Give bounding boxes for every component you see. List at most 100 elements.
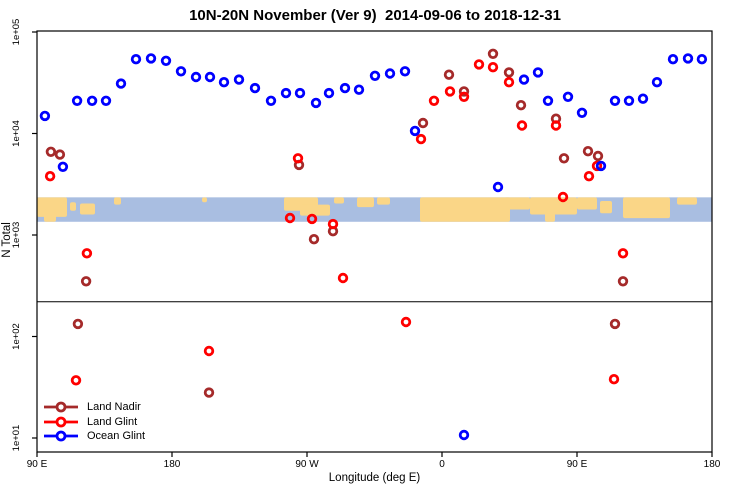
- x-tick-label: 90 W: [295, 459, 319, 470]
- data-point-land-glint: [583, 170, 595, 182]
- data-point-land-nadir: [443, 69, 455, 80]
- ocean-glint-swatch-icon: [44, 430, 78, 442]
- data-point-ocean-glint: [160, 55, 172, 66]
- data-point-land-nadir: [308, 233, 320, 245]
- legend: Land Nadir Land Glint Ocean Glint: [42, 400, 145, 444]
- legend-item-land-glint: Land Glint: [42, 415, 145, 430]
- data-point-ocean-glint: [518, 74, 530, 85]
- data-point-land-nadir: [54, 149, 66, 160]
- data-point-ocean-glint: [339, 82, 351, 94]
- data-point-land-glint: [203, 345, 215, 357]
- data-point-land-glint: [306, 213, 318, 225]
- x-tick-label: 180: [704, 459, 721, 470]
- data-point-land-glint: [428, 95, 440, 106]
- land-patch: [677, 197, 697, 205]
- y-tick-label: 1e+05: [11, 19, 22, 46]
- land-patch: [80, 203, 95, 215]
- data-point-ocean-glint: [190, 71, 202, 83]
- y-tick-label: 1e+03: [11, 222, 22, 249]
- data-point-land-nadir: [609, 318, 621, 330]
- data-point-ocean-glint: [115, 78, 127, 89]
- map-band-ocean: [37, 197, 712, 222]
- land-patch: [420, 197, 510, 222]
- data-point-land-glint: [292, 153, 304, 164]
- legend-label: Land Nadir: [87, 401, 141, 414]
- data-point-land-nadir: [80, 276, 92, 287]
- data-point-land-glint: [400, 316, 412, 328]
- data-point-land-nadir: [417, 117, 429, 129]
- data-point-ocean-glint: [696, 54, 708, 65]
- data-point-ocean-glint: [280, 87, 292, 99]
- data-point-land-glint: [557, 191, 569, 203]
- data-point-land-glint: [458, 91, 470, 102]
- x-tick-label: 180: [164, 459, 181, 470]
- x-axis-title: Longitude (deg E): [328, 472, 421, 484]
- data-point-ocean-glint: [576, 107, 588, 118]
- data-point-land-nadir: [617, 276, 629, 287]
- data-point-land-nadir: [503, 67, 515, 78]
- data-point-ocean-glint: [623, 95, 635, 106]
- data-point-land-nadir: [203, 387, 215, 398]
- data-point-ocean-glint: [323, 87, 335, 99]
- data-point-land-nadir: [592, 150, 604, 162]
- data-point-ocean-glint: [562, 91, 574, 102]
- data-point-land-glint: [444, 86, 456, 97]
- data-point-ocean-glint: [532, 67, 544, 78]
- legend-label: Land Glint: [87, 415, 138, 428]
- data-point-ocean-glint: [249, 82, 261, 94]
- data-point-ocean-glint: [609, 95, 621, 106]
- data-point-ocean-glint: [458, 429, 470, 441]
- land-patch: [577, 197, 597, 210]
- data-point-land-nadir: [45, 146, 57, 157]
- data-point-land-nadir: [582, 145, 594, 157]
- land-patch: [600, 201, 612, 214]
- x-tick-label: 90 E: [567, 459, 588, 470]
- data-point-ocean-glint: [667, 54, 679, 65]
- land-patch: [357, 197, 374, 208]
- y-tick-label: 1e+02: [11, 323, 22, 350]
- data-point-ocean-glint: [294, 87, 306, 99]
- data-point-land-nadir: [558, 153, 570, 164]
- data-point-land-glint: [473, 59, 485, 70]
- data-point-ocean-glint: [369, 70, 381, 81]
- data-point-land-glint: [617, 248, 629, 259]
- y-tick-label: 1e+04: [11, 120, 22, 147]
- y-axis-title: N Total: [1, 222, 13, 258]
- land-patch: [202, 197, 207, 203]
- legend-item-land-nadir: Land Nadir: [42, 400, 145, 415]
- x-tick-label: 90 E: [27, 459, 48, 470]
- data-point-land-glint: [503, 76, 515, 88]
- x-tick-label: 0: [439, 459, 445, 470]
- data-point-land-glint: [81, 248, 93, 259]
- data-point-ocean-glint: [353, 84, 365, 95]
- data-point-land-glint: [608, 374, 620, 385]
- land-patch: [44, 209, 56, 222]
- land-patch: [114, 197, 121, 205]
- land-patch: [505, 197, 530, 210]
- land-patch: [300, 204, 330, 216]
- data-point-land-glint: [337, 272, 349, 284]
- data-point-ocean-glint: [86, 95, 98, 106]
- data-point-ocean-glint: [595, 160, 607, 172]
- data-point-ocean-glint: [71, 95, 83, 106]
- data-point-land-glint: [70, 375, 82, 386]
- data-point-land-nadir: [487, 48, 499, 59]
- data-point-ocean-glint: [175, 66, 187, 77]
- data-point-ocean-glint: [399, 66, 411, 77]
- data-point-ocean-glint: [100, 95, 112, 106]
- data-point-ocean-glint: [492, 181, 504, 193]
- data-point-ocean-glint: [57, 161, 69, 172]
- data-point-ocean-glint: [233, 74, 245, 85]
- data-point-ocean-glint: [409, 125, 421, 137]
- data-point-land-glint: [516, 120, 528, 131]
- data-point-land-glint: [44, 170, 56, 182]
- data-point-ocean-glint: [310, 97, 322, 109]
- data-point-land-nadir: [458, 86, 470, 97]
- land-nadir-swatch-icon: [44, 401, 78, 413]
- data-point-land-glint: [550, 120, 562, 131]
- data-point-ocean-glint: [651, 76, 663, 88]
- data-point-ocean-glint: [145, 53, 157, 64]
- data-point-ocean-glint: [637, 93, 649, 104]
